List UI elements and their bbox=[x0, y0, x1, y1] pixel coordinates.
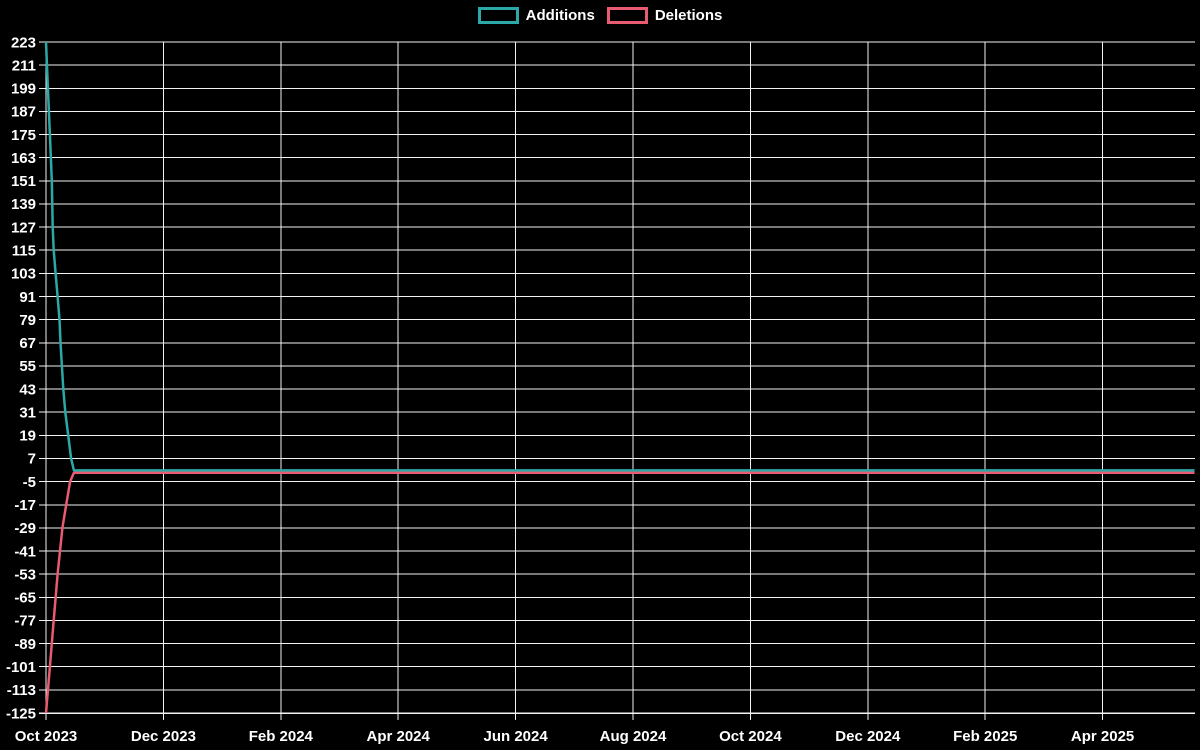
y-tick-label: 115 bbox=[12, 242, 36, 259]
x-tick-label: Oct 2024 bbox=[719, 728, 782, 745]
legend-item-additions[interactable]: Additions bbox=[477, 7, 595, 24]
x-tick-label: Dec 2023 bbox=[131, 728, 196, 745]
y-tick-label: -53 bbox=[14, 566, 36, 583]
x-tick-label: Feb 2024 bbox=[249, 728, 314, 745]
y-tick-label: 223 bbox=[11, 34, 36, 51]
deletions-swatch-icon bbox=[606, 7, 648, 24]
additions-swatch-icon bbox=[477, 7, 519, 24]
y-tick-label: -41 bbox=[14, 543, 36, 560]
y-tick-label: -65 bbox=[14, 590, 36, 607]
x-tick-label: Aug 2024 bbox=[600, 728, 667, 745]
y-tick-label: 67 bbox=[19, 335, 36, 352]
y-tick-label: 175 bbox=[11, 127, 36, 144]
y-tick-label: -101 bbox=[6, 659, 36, 676]
y-tick-label: 163 bbox=[11, 150, 36, 167]
y-tick-label: 139 bbox=[11, 196, 36, 213]
y-tick-label: -5 bbox=[23, 474, 36, 491]
y-tick-label: 31 bbox=[19, 404, 36, 421]
x-tick-label: Dec 2024 bbox=[835, 728, 901, 745]
y-tick-label: 127 bbox=[11, 219, 36, 236]
additions-line bbox=[44, 41, 1195, 472]
y-tick-label: -113 bbox=[7, 682, 36, 699]
y-tick-label: 199 bbox=[11, 81, 36, 98]
x-tick-label: Apr 2025 bbox=[1071, 728, 1134, 745]
y-tick-label: -89 bbox=[14, 636, 36, 653]
legend-label-additions: Additions bbox=[525, 7, 595, 24]
deletions-line bbox=[44, 471, 1195, 714]
y-tick-label: 91 bbox=[19, 289, 36, 306]
y-tick-label: -125 bbox=[6, 705, 36, 722]
x-tick-label: Jun 2024 bbox=[483, 728, 548, 745]
x-tick-label: Feb 2025 bbox=[953, 728, 1017, 745]
y-tick-label: 79 bbox=[19, 312, 36, 329]
y-tick-label: 55 bbox=[19, 358, 36, 375]
y-tick-label: 43 bbox=[19, 381, 36, 398]
y-tick-label: 103 bbox=[11, 266, 36, 283]
x-tick-label: Apr 2024 bbox=[367, 728, 431, 745]
y-tick-label: 187 bbox=[11, 104, 36, 121]
chart-legend: Additions Deletions bbox=[0, 7, 1200, 24]
y-tick-label: 7 bbox=[28, 451, 36, 468]
legend-label-deletions: Deletions bbox=[654, 7, 723, 24]
x-tick-label: Oct 2023 bbox=[15, 728, 78, 745]
legend-item-deletions[interactable]: Deletions bbox=[606, 7, 723, 24]
y-tick-label: 151 bbox=[11, 173, 36, 190]
y-tick-label: -17 bbox=[14, 497, 36, 514]
y-tick-label: 19 bbox=[19, 428, 36, 445]
y-tick-label: -77 bbox=[14, 613, 36, 630]
y-tick-label: -29 bbox=[14, 520, 36, 537]
y-tick-label: 211 bbox=[12, 57, 36, 74]
